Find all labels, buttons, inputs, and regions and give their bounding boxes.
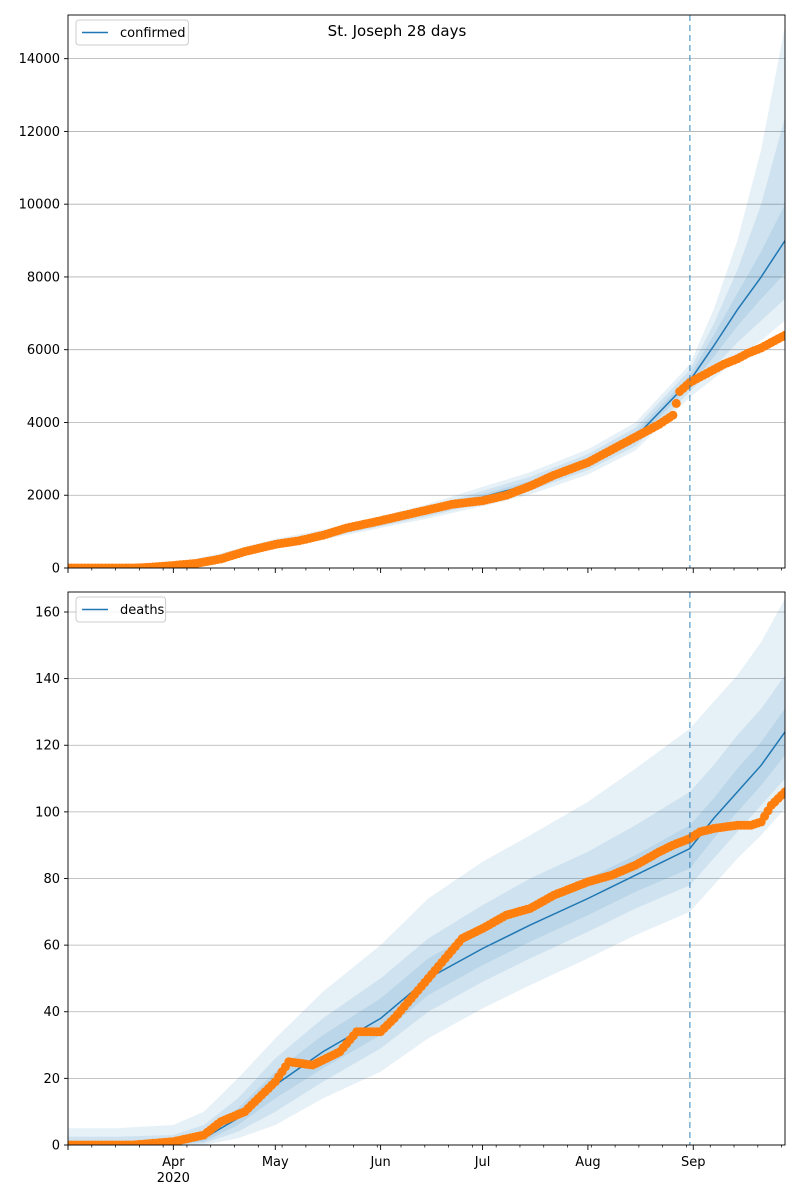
y-tick-label: 10000 xyxy=(19,198,60,213)
x-tick-label: Jun xyxy=(369,1155,390,1170)
y-tick-label: 4000 xyxy=(27,416,60,431)
y-tick-label: 80 xyxy=(43,872,60,887)
x-tick-label: Aug xyxy=(575,1155,600,1170)
x-tick-label: Jul xyxy=(474,1155,491,1170)
observed-point xyxy=(780,330,785,340)
observed-point xyxy=(671,398,681,408)
observed-point xyxy=(668,410,678,420)
observed-point xyxy=(780,787,785,797)
legend: deaths xyxy=(75,596,167,623)
y-tick-label: 0 xyxy=(52,1139,60,1154)
x-tick-label: Apr xyxy=(162,1155,185,1170)
legend: confirmed xyxy=(75,19,189,46)
axes-frame xyxy=(67,14,786,569)
legend-label: deaths xyxy=(120,603,165,618)
y-tick-label: 2000 xyxy=(27,489,60,504)
y-tick-label: 120 xyxy=(35,739,60,754)
axes-frame xyxy=(67,591,786,1146)
confirmed-panel: 0 2000 4000 6000 8000 10000 12000 14000 confirme… xyxy=(19,14,786,577)
uncertainty-band xyxy=(68,25,785,568)
y-tick-label: 6000 xyxy=(27,343,60,358)
y-tick-label: 8000 xyxy=(27,270,60,285)
uncertainty-band xyxy=(68,116,785,568)
x-tick-label: Sep xyxy=(681,1155,706,1170)
plot-area xyxy=(68,25,785,568)
y-tick-label: 0 xyxy=(52,562,60,577)
y-tick-label: 40 xyxy=(43,1005,60,1020)
y-tick-label: 100 xyxy=(35,805,60,820)
y-tick-label: 60 xyxy=(43,939,60,954)
legend-box xyxy=(75,596,167,623)
legend-label: confirmed xyxy=(120,26,186,41)
x-year-label: 2020 xyxy=(157,1171,190,1186)
y-tick-label: 12000 xyxy=(19,125,60,140)
chart-title: St. Joseph 28 days xyxy=(328,22,467,40)
y-tick-label: 14000 xyxy=(19,52,60,67)
y-tick-label: 20 xyxy=(43,1072,60,1087)
legend-box xyxy=(75,19,189,46)
y-tick-label: 160 xyxy=(35,605,60,620)
plot-area xyxy=(68,598,785,1145)
x-tick-label: May xyxy=(262,1155,289,1170)
y-tick-label: 140 xyxy=(35,672,60,687)
